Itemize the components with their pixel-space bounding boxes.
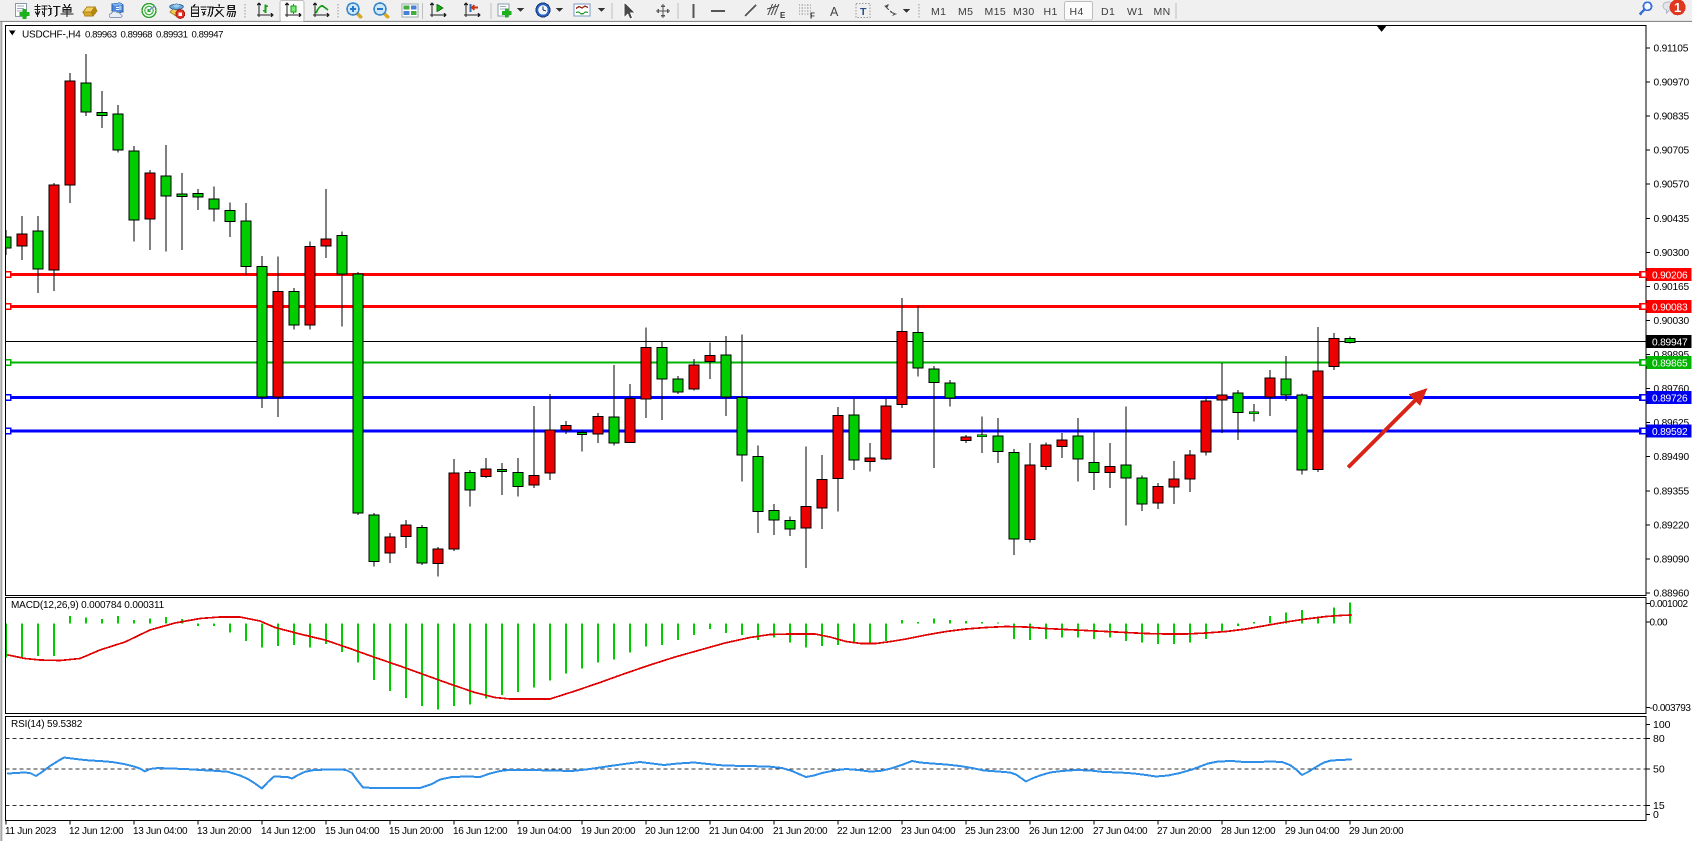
svg-text:0.89968: 0.89968 [121,30,153,41]
svg-text:W1: W1 [1127,6,1144,18]
svg-text:0.89090: 0.89090 [1654,554,1690,565]
svg-text:0.90705: 0.90705 [1654,146,1690,157]
svg-text:13 Jun 04:00: 13 Jun 04:00 [133,826,188,837]
svg-text:22 Jun 12:00: 22 Jun 12:00 [837,826,892,837]
svg-text:15 Jun 04:00: 15 Jun 04:00 [325,826,380,837]
svg-text:0.001002: 0.001002 [1650,599,1689,610]
svg-text:M15: M15 [985,6,1007,18]
svg-text:0.89726: 0.89726 [1652,393,1688,404]
svg-text:0.89490: 0.89490 [1654,452,1690,463]
svg-text:29 Jun 04:00: 29 Jun 04:00 [1285,826,1340,837]
svg-text:15 Jun 20:00: 15 Jun 20:00 [389,826,444,837]
svg-text:0.90165: 0.90165 [1654,282,1690,293]
svg-text:MACD(12,26,9) 0.000784 0.00031: MACD(12,26,9) 0.000784 0.000311 [11,600,165,611]
svg-text:11 Jun 2023: 11 Jun 2023 [5,826,57,837]
svg-text:12 Jun 12:00: 12 Jun 12:00 [69,826,124,837]
svg-text:0.90835: 0.90835 [1654,112,1690,123]
svg-text:0.90435: 0.90435 [1654,214,1690,225]
svg-text:0.89931: 0.89931 [156,30,188,41]
svg-text:100: 100 [1653,719,1671,731]
svg-text:0.89865: 0.89865 [1652,358,1688,369]
svg-text:13 Jun 20:00: 13 Jun 20:00 [197,826,252,837]
svg-text:20 Jun 12:00: 20 Jun 12:00 [645,826,700,837]
svg-text:M1: M1 [931,6,946,18]
svg-text:-0.003793: -0.003793 [1650,703,1692,714]
svg-text:0: 0 [1653,809,1659,821]
svg-text:16 Jun 12:00: 16 Jun 12:00 [453,826,508,837]
svg-text:0.89947: 0.89947 [1652,337,1688,348]
svg-text:E: E [780,11,786,20]
svg-text:27 Jun 04:00: 27 Jun 04:00 [1093,826,1148,837]
svg-text:0.90083: 0.90083 [1652,302,1688,313]
svg-text:RSI(14) 59.5382: RSI(14) 59.5382 [11,719,83,730]
svg-text:1: 1 [1674,0,1681,15]
svg-text:21 Jun 04:00: 21 Jun 04:00 [709,826,764,837]
svg-text:80: 80 [1653,733,1665,745]
svg-text:0.89355: 0.89355 [1654,486,1690,497]
svg-text:26 Jun 12:00: 26 Jun 12:00 [1029,826,1084,837]
svg-text:0.90300: 0.90300 [1654,248,1690,259]
svg-text:19 Jun 20:00: 19 Jun 20:00 [581,826,636,837]
svg-text:25 Jun 23:00: 25 Jun 23:00 [965,826,1020,837]
svg-text:0.89760: 0.89760 [1654,384,1690,395]
svg-text:0.89947: 0.89947 [192,30,224,41]
svg-text:50: 50 [1653,764,1665,776]
svg-text:F: F [810,12,815,21]
svg-text:27 Jun 20:00: 27 Jun 20:00 [1157,826,1212,837]
svg-text:19 Jun 04:00: 19 Jun 04:00 [517,826,572,837]
svg-text:0.89625: 0.89625 [1654,418,1690,429]
svg-text:23 Jun 04:00: 23 Jun 04:00 [901,826,956,837]
svg-text:0.90206: 0.90206 [1652,270,1688,281]
svg-text:A: A [830,5,839,19]
svg-text:0.91105: 0.91105 [1654,44,1689,55]
svg-text:0.90030: 0.90030 [1654,316,1690,327]
svg-text:MN: MN [1154,6,1171,18]
svg-text:29 Jun 20:00: 29 Jun 20:00 [1349,826,1404,837]
svg-text:H1: H1 [1044,6,1058,18]
svg-text:D1: D1 [1101,6,1115,18]
svg-text:0.89592: 0.89592 [1652,427,1688,438]
svg-text:0.89220: 0.89220 [1654,520,1690,531]
svg-text:0.90570: 0.90570 [1654,180,1690,191]
svg-text:0.00: 0.00 [1650,618,1669,629]
svg-text:H4: H4 [1070,6,1084,18]
svg-text:M5: M5 [958,6,973,18]
svg-text:0.88960: 0.88960 [1654,588,1690,599]
svg-text:0.89895: 0.89895 [1654,350,1690,361]
svg-text:USDCHF-,H4: USDCHF-,H4 [22,30,81,41]
svg-text:14 Jun 12:00: 14 Jun 12:00 [261,826,316,837]
svg-text:15: 15 [1653,800,1665,812]
svg-text:21 Jun 20:00: 21 Jun 20:00 [773,826,828,837]
svg-text:T: T [860,6,867,18]
svg-text:M30: M30 [1013,6,1035,18]
svg-text:0.89963: 0.89963 [85,30,117,41]
svg-text:0.90970: 0.90970 [1654,78,1690,89]
svg-text:28 Jun 12:00: 28 Jun 12:00 [1221,826,1276,837]
